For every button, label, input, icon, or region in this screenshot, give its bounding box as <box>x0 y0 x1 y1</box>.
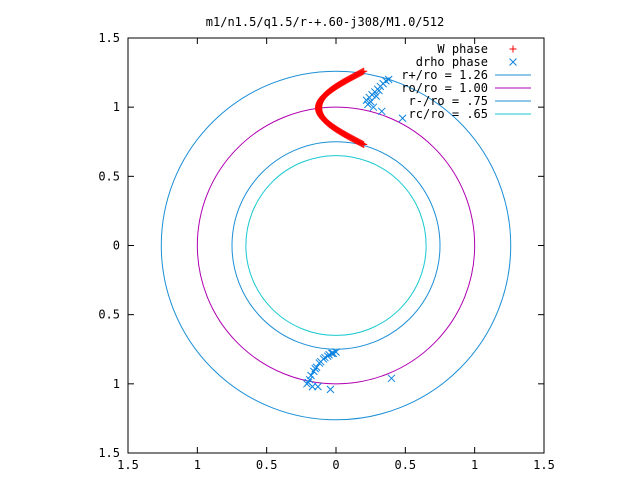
point-drho-30 <box>387 374 396 383</box>
y-tick-label-0: 1.5 <box>98 31 120 45</box>
x-tick-label-2: 0.5 <box>256 458 278 472</box>
point-drho-10 <box>369 103 378 112</box>
y-tick-label-3: 0 <box>113 239 120 253</box>
y-tick-label-4: 0.5 <box>98 308 120 322</box>
point-drho-27 <box>308 382 317 391</box>
point-drho-32 <box>325 350 333 359</box>
point-drho-11 <box>377 107 386 116</box>
point-drho-15 <box>375 86 383 95</box>
legend-label-1: drho phase <box>416 55 488 69</box>
y-tick-label-2: 0.5 <box>98 169 120 183</box>
y-tick-label-6: 1.5 <box>98 446 120 460</box>
point-drho-31 <box>329 349 338 358</box>
point-drho-8 <box>384 75 393 84</box>
point-drho-23 <box>307 371 315 380</box>
circle-series-5 <box>245 155 427 336</box>
point-drho-12 <box>398 114 407 123</box>
points-layer <box>303 67 407 394</box>
y-tick-label-1: 1 <box>113 100 120 114</box>
point-drho-34 <box>316 357 325 366</box>
point-drho-28 <box>314 382 322 391</box>
x-tick-label-3: 0 <box>332 458 339 472</box>
legend-marker-0 <box>509 45 517 53</box>
point-drho-14 <box>372 92 381 100</box>
legend-label-4: r-/ro = .75 <box>409 94 488 108</box>
x-tick-label-5: 1 <box>471 458 478 472</box>
x-tick-label-6: 1.5 <box>533 458 555 472</box>
legend-label-2: r+/ro = 1.26 <box>401 68 488 82</box>
x-tick-label-0: 1.5 <box>117 458 139 472</box>
point-drho-29 <box>326 385 335 394</box>
circle-series-2 <box>160 70 512 421</box>
point-drho-22 <box>309 367 318 376</box>
x-tick-label-4: 0.5 <box>394 458 416 472</box>
legend-label-0: W phase <box>437 42 488 56</box>
chart-title: m1/n1.5/q1.5/r-+.60-j308/M1.0/512 <box>206 15 444 29</box>
circle-series-3 <box>196 106 476 385</box>
y-tick-label-5: 1 <box>113 377 120 391</box>
point-drho-26 <box>303 379 311 388</box>
point-w-139 <box>360 141 368 149</box>
point-w-138 <box>359 140 367 148</box>
circle-series-4 <box>231 141 441 350</box>
point-drho-35 <box>311 364 320 373</box>
x-tick-label-1: 1 <box>194 458 201 472</box>
legend-label-3: ro/ro = 1.00 <box>401 81 488 95</box>
legend-label-5: rc/ro = .65 <box>409 107 488 121</box>
circles-layer <box>160 70 512 421</box>
legend-marker-1 <box>509 58 517 66</box>
